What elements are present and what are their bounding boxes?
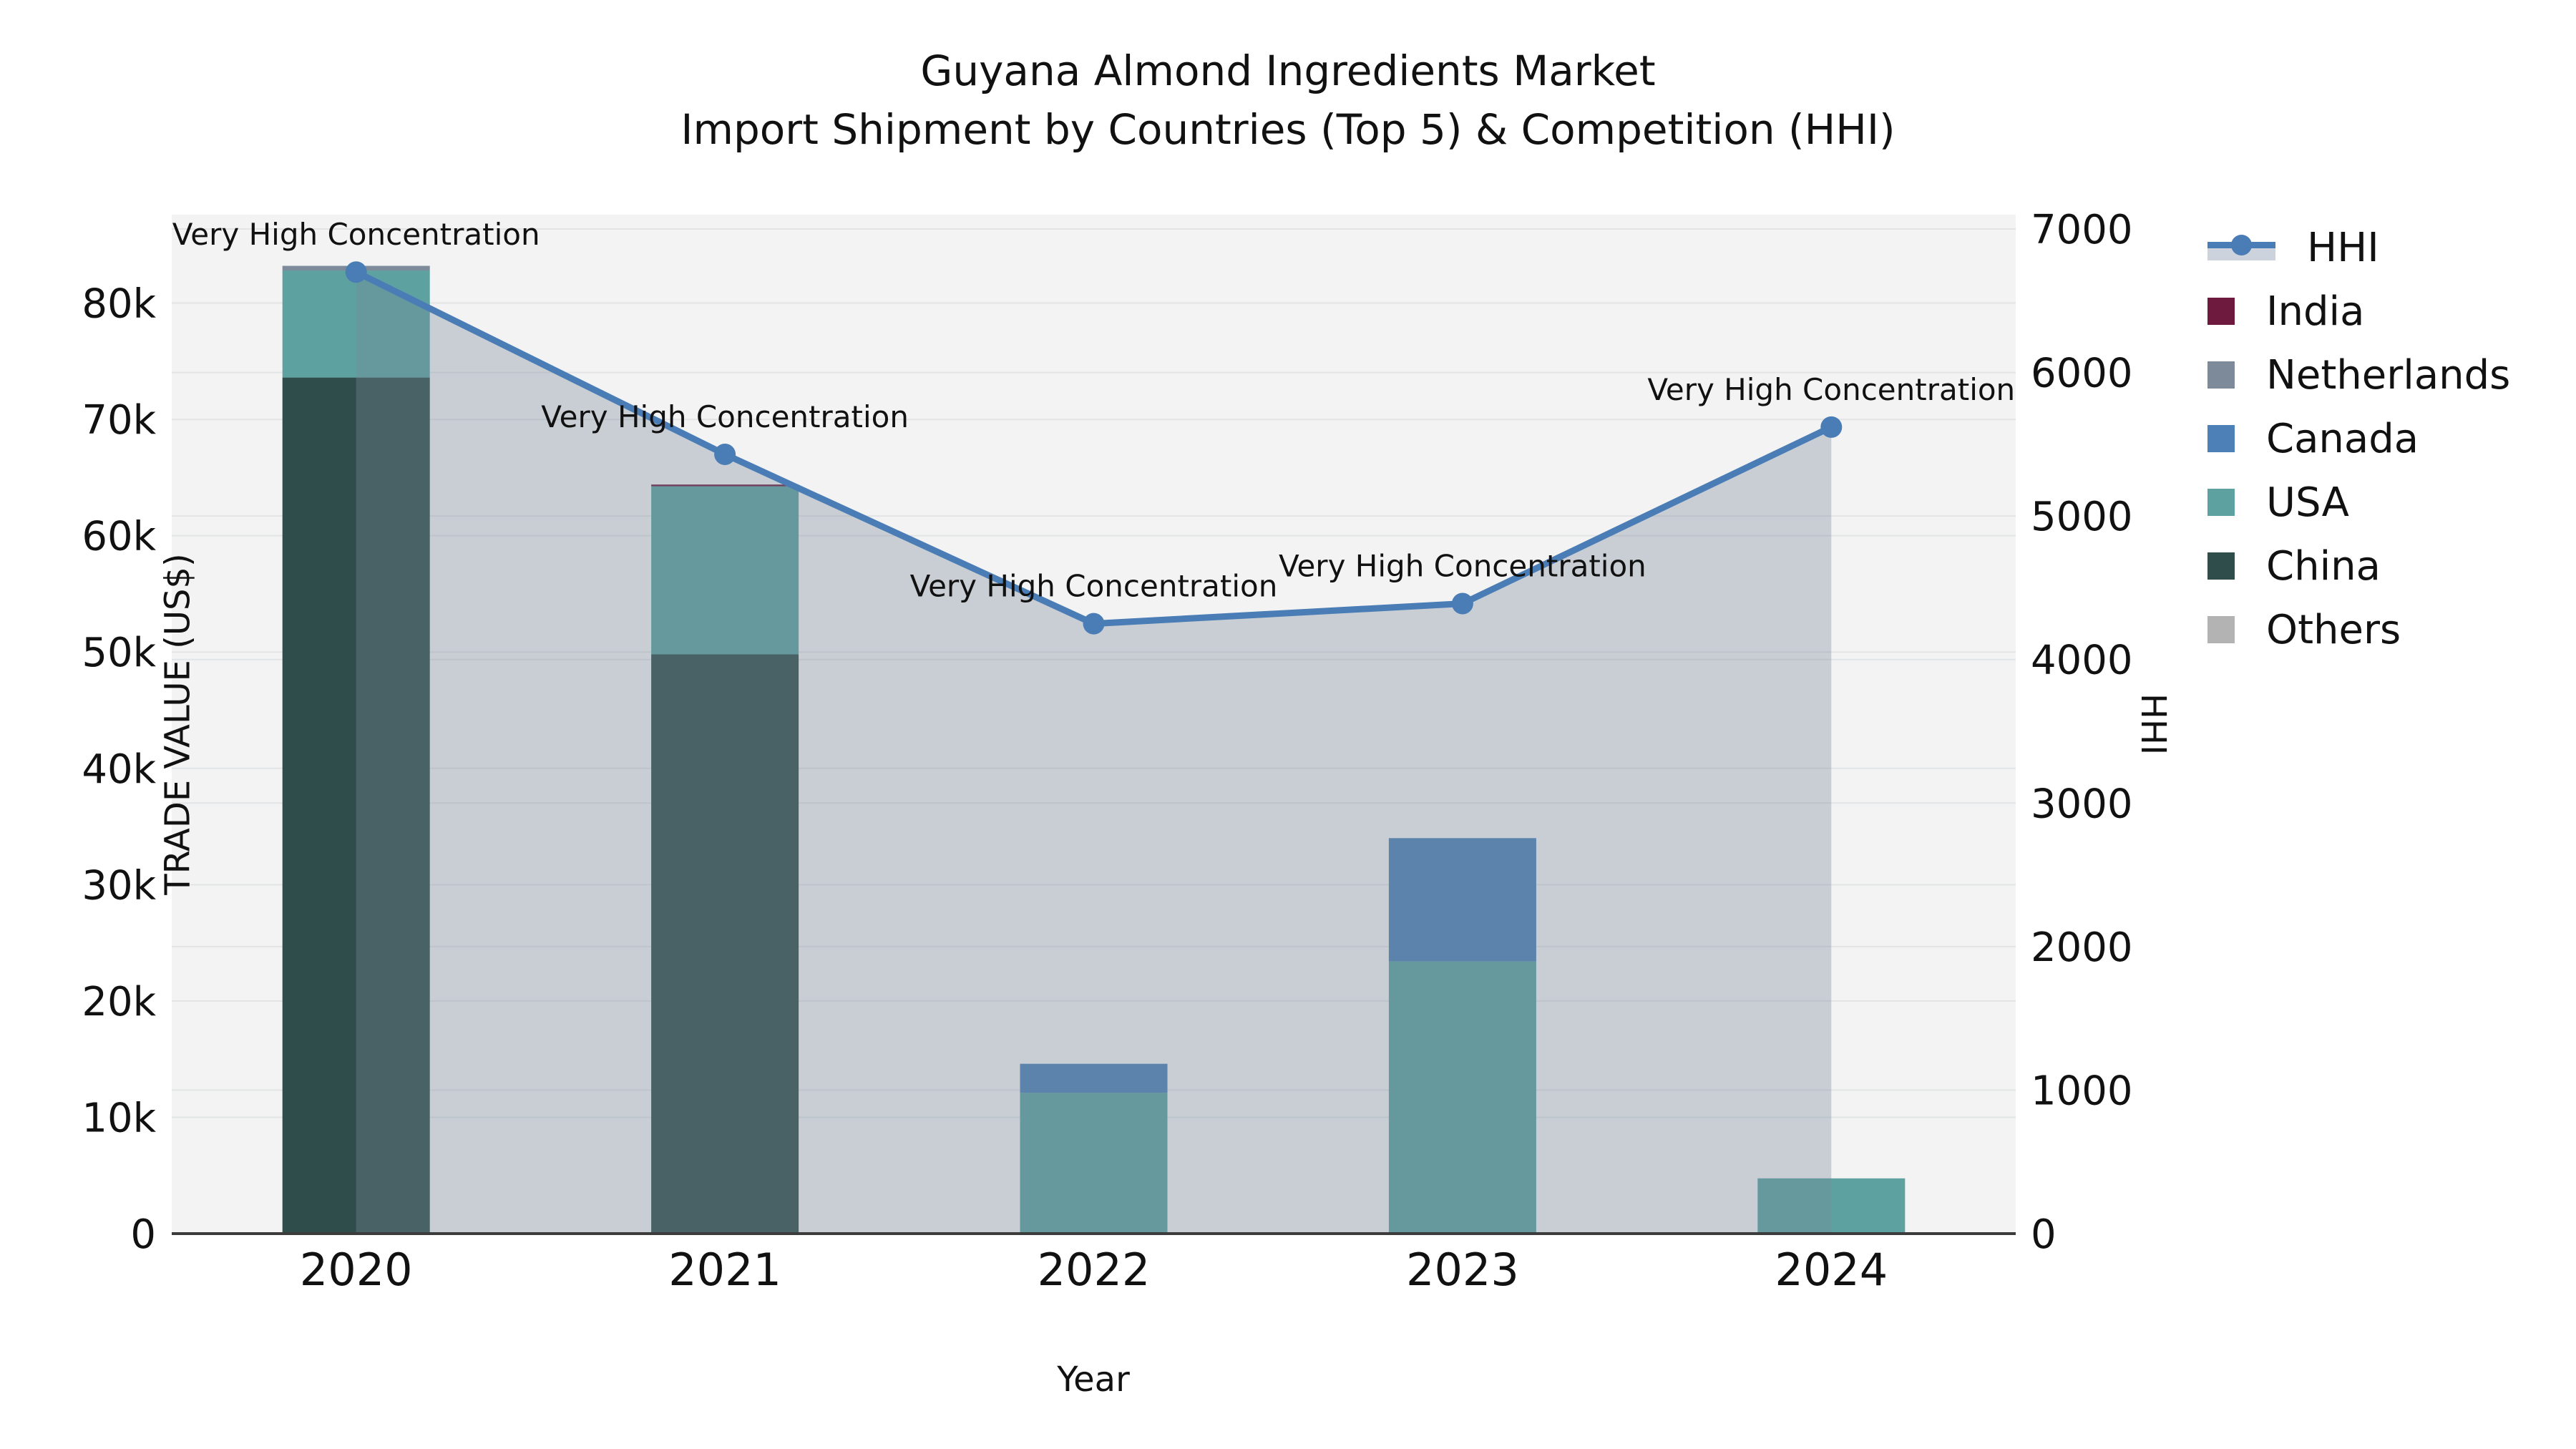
y-axis-title-left: TRADE VALUE (US$) [157, 553, 198, 895]
x-tick-label: 2022 [1038, 1244, 1151, 1296]
hhi-line-swatch-icon [2207, 232, 2275, 263]
annotation-2023: Very High Concentration [1279, 549, 1646, 584]
bar-segment-usa-2024 [1757, 1178, 1906, 1234]
legend-swatch-icon [2207, 616, 2235, 643]
legend-label: India [2266, 288, 2365, 335]
y-right-tick-label: 0 [2031, 1211, 2057, 1258]
legend-item-usa: USA [2207, 479, 2510, 526]
legend-label: Canada [2266, 415, 2419, 462]
y-left-tick-label: 80k [82, 281, 156, 328]
legend-swatch-icon [2207, 298, 2235, 325]
y-right-tick-label: 2000 [2031, 924, 2133, 971]
hhi-point-2023 [1451, 592, 1473, 615]
y-right-tick-label: 1000 [2031, 1068, 2133, 1114]
y-right-tick-label: 7000 [2031, 207, 2133, 253]
bar-segment-china-2020 [282, 377, 430, 1234]
hhi-point-2021 [714, 443, 736, 465]
bar-segment-canada-2023 [1388, 838, 1536, 962]
y-right-tick-label: 3000 [2031, 781, 2133, 827]
legend-swatch-icon [2207, 489, 2235, 516]
y-axis-title-right: HHI [2133, 693, 2174, 756]
y-left-tick-label: 40k [82, 746, 156, 793]
legend-label: Netherlands [2266, 351, 2511, 399]
y-left-tick-label: 70k [82, 397, 156, 444]
y-left-tick-label: 20k [82, 979, 156, 1025]
legend-swatch-icon [2207, 552, 2235, 580]
legend-item-others: Others [2207, 606, 2510, 653]
legend-label: HHI [2307, 224, 2379, 271]
bar-segment-india-2021 [651, 484, 799, 487]
legend: HHI India Netherlands Canada USA China Others [2207, 224, 2510, 653]
hhi-point-2022 [1083, 613, 1105, 635]
x-tick-label: 2023 [1406, 1244, 1519, 1296]
legend-label: China [2266, 542, 2381, 590]
y-left-tick-label: 0 [130, 1211, 156, 1258]
legend-item-india: India [2207, 288, 2510, 335]
x-tick-label: 2024 [1775, 1244, 1888, 1296]
y-left-tick-label: 60k [82, 514, 156, 560]
legend-item-hhi: HHI [2207, 224, 2510, 271]
hhi-point-2020 [345, 261, 367, 283]
legend-item-netherlands: Netherlands [2207, 352, 2510, 399]
x-tick-label: 2020 [300, 1244, 413, 1296]
bar-segment-usa-2020 [282, 270, 430, 378]
annotation-2022: Very High Concentration [910, 569, 1278, 604]
x-tick-label: 2021 [668, 1244, 781, 1296]
annotation-2020: Very High Concentration [172, 217, 540, 252]
y-left-tick-label: 10k [82, 1095, 156, 1141]
legend-label: USA [2266, 479, 2349, 526]
hhi-point-2024 [1820, 416, 1843, 438]
annotation-2024: Very High Concentration [1647, 372, 2015, 407]
bar-segment-usa-2022 [1020, 1093, 1168, 1234]
y-right-tick-label: 5000 [2031, 494, 2133, 540]
legend-item-canada: Canada [2207, 415, 2510, 462]
bar-segment-usa-2023 [1388, 961, 1536, 1234]
y-right-tick-label: 4000 [2031, 638, 2133, 684]
y-right-tick-label: 6000 [2031, 351, 2133, 397]
y-left-tick-label: 50k [82, 630, 156, 676]
bar-segment-canada-2022 [1020, 1063, 1168, 1093]
y-left-tick-label: 30k [82, 862, 156, 909]
bar-segment-usa-2021 [651, 486, 799, 655]
x-axis-title: Year [1057, 1360, 1130, 1400]
legend-swatch-icon [2207, 425, 2235, 452]
annotation-2021: Very High Concentration [541, 399, 909, 434]
legend-label: Others [2266, 606, 2401, 653]
legend-swatch-icon [2207, 361, 2235, 389]
bar-segment-china-2021 [651, 654, 799, 1234]
legend-item-china: China [2207, 543, 2510, 590]
hhi-area-fill [356, 272, 1832, 1234]
